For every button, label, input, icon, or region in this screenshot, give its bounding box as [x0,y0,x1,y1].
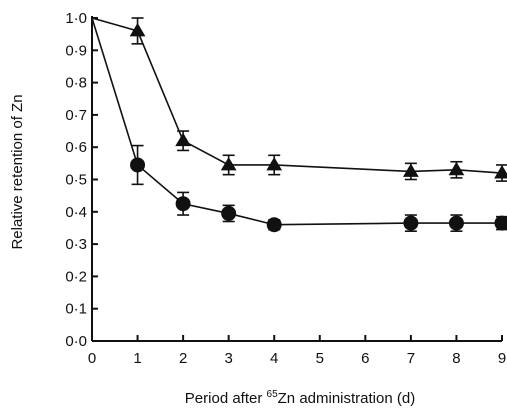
y-tick-label: 0·9 [65,42,87,59]
x-tick-label: 0 [88,350,96,367]
circle-marker [175,196,191,212]
circle-marker [266,217,282,233]
y-axis: 0·0 0·1 0·2 0·3 0·4 0·5 0·6 0·7 0·8 0·9 1·0 [65,10,98,350]
x-tick-label: 7 [407,350,415,367]
series-line-triangle [91,17,503,174]
y-tick-label: 0·7 [65,107,87,124]
circle-marker [130,157,146,173]
series-circle [91,17,507,233]
x-axis-title-suffix: Zn administration (d) [278,390,416,407]
circle-marker [221,205,237,221]
series-line-circle [91,17,502,226]
y-tick-label: 0·2 [65,268,87,285]
x-axis-title-isotope: 65 [267,389,279,400]
x-tick-label: 5 [316,350,324,367]
triangle-marker [220,156,237,171]
triangle-marker [494,165,507,179]
x-tick-label: 9 [498,350,506,367]
circle-marker [448,215,464,231]
y-axis-title: Relative retention of Zn [9,94,26,249]
x-axis-title: Period after 65Zn administration (d) [185,389,415,407]
y-tick-label: 0·0 [65,333,87,350]
x-axis: 0 1 2 3 4 5 6 7 8 9 [88,335,506,367]
x-tick-label: 8 [452,350,460,367]
triangle-marker [403,163,419,177]
triangle-marker [129,22,146,37]
triangle-marker [175,132,191,147]
circle-marker [403,215,419,231]
x-tick-label: 1 [133,350,141,367]
y-tick-label: 0·3 [65,236,87,253]
x-tick-label: 4 [270,350,278,367]
triangle-marker [266,156,283,171]
y-tick-label: 0·1 [65,301,87,318]
y-tick-label: 0·5 [65,172,87,189]
y-tick-label: 0·4 [65,204,87,221]
circle-marker [494,215,507,231]
series-layer [91,17,507,233]
triangle-marker [448,161,465,176]
series-triangle [91,17,507,182]
x-tick-label: 2 [179,350,187,367]
x-tick-label: 6 [361,350,369,367]
x-tick-label: 3 [224,350,232,367]
y-tick-label: 0·6 [65,139,87,156]
y-tick-label: 0·8 [65,75,87,92]
y-tick-label: 1·0 [65,10,87,27]
x-axis-title-prefix: Period after [185,390,267,407]
